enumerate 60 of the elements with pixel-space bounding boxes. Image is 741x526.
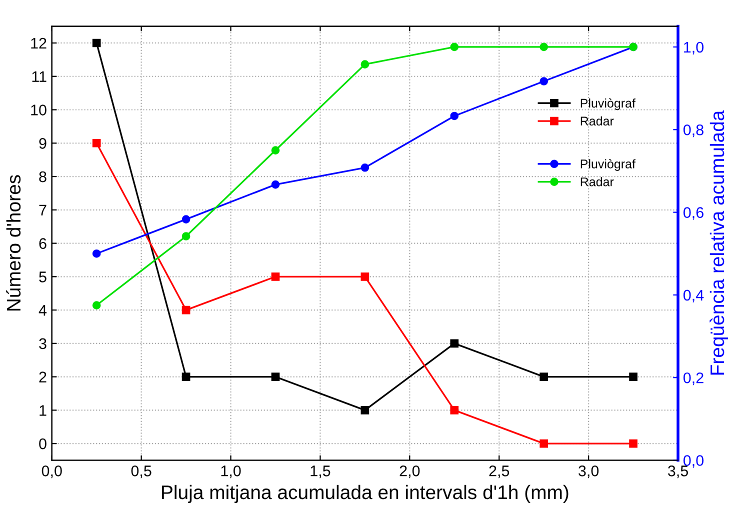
y2-tick-label: 1,0 bbox=[684, 42, 704, 54]
y-tick-label: 5 bbox=[39, 272, 46, 282]
point bbox=[360, 60, 370, 68]
point bbox=[92, 38, 101, 48]
y-axis-title: Número d'hores bbox=[6, 175, 21, 311]
point bbox=[92, 301, 101, 310]
x-tick-label: 1,5 bbox=[310, 466, 330, 478]
y2-tick-label: 0,8 bbox=[683, 124, 704, 138]
x-tick-label: 3,0 bbox=[578, 466, 599, 478]
point bbox=[271, 146, 280, 154]
y-tick-label: 11 bbox=[32, 71, 46, 82]
point bbox=[271, 272, 280, 281]
y-tick-label: 7 bbox=[39, 204, 46, 216]
y2-tick-label: 0,0 bbox=[683, 455, 704, 468]
point bbox=[182, 372, 190, 381]
x-tick-label: 2,5 bbox=[489, 466, 510, 478]
point bbox=[271, 372, 280, 381]
y-tick-label: 3 bbox=[39, 338, 46, 350]
y2-tick-label: 0,6 bbox=[683, 207, 704, 220]
y-tick-label: 10 bbox=[31, 104, 46, 116]
x-tick-label: 3,5 bbox=[668, 466, 688, 478]
point bbox=[450, 42, 459, 52]
x-axis-title: Pluja mitjana acumulada en intervals d'1h (mm) bbox=[162, 484, 568, 504]
point bbox=[182, 232, 190, 240]
legend-label: Pluviògraf bbox=[580, 159, 636, 171]
point bbox=[271, 180, 280, 189]
point bbox=[92, 138, 101, 148]
y-tick-label: 6 bbox=[39, 238, 46, 249]
point bbox=[540, 372, 548, 381]
y-tick-label: 8 bbox=[39, 171, 46, 182]
point bbox=[450, 406, 459, 414]
point bbox=[629, 372, 638, 381]
y-tick-label: 12 bbox=[31, 38, 46, 49]
point bbox=[629, 439, 638, 448]
y-tick-label: 4 bbox=[38, 305, 47, 316]
point bbox=[450, 112, 459, 120]
legend-label: Radar bbox=[580, 177, 614, 186]
y2-axis-title: Freqüència relativa acumulada bbox=[710, 110, 728, 375]
legend-label: Radar bbox=[580, 116, 614, 126]
x-tick-label: 2,0 bbox=[400, 466, 420, 478]
point bbox=[540, 42, 548, 52]
y2-tick-label: 0,2 bbox=[683, 372, 704, 386]
x-tick-label: 1,0 bbox=[221, 466, 241, 478]
point bbox=[360, 406, 370, 414]
y-tick-label: 1 bbox=[40, 405, 46, 416]
point bbox=[540, 439, 548, 448]
point bbox=[360, 163, 370, 172]
legend-label: Pluviògraf bbox=[580, 98, 636, 110]
point bbox=[540, 77, 548, 86]
point bbox=[92, 249, 101, 258]
point bbox=[182, 215, 190, 224]
point bbox=[360, 272, 370, 281]
y-tick-label: 0 bbox=[39, 438, 46, 450]
point bbox=[450, 339, 459, 348]
y2-tick-label: 0,4 bbox=[683, 290, 704, 302]
x-tick-label: 0,5 bbox=[131, 466, 152, 478]
y-tick-label: 9 bbox=[39, 138, 46, 149]
x-tick-label: 0,0 bbox=[42, 466, 62, 478]
point bbox=[182, 306, 190, 314]
y-tick-label: 2 bbox=[39, 372, 46, 382]
